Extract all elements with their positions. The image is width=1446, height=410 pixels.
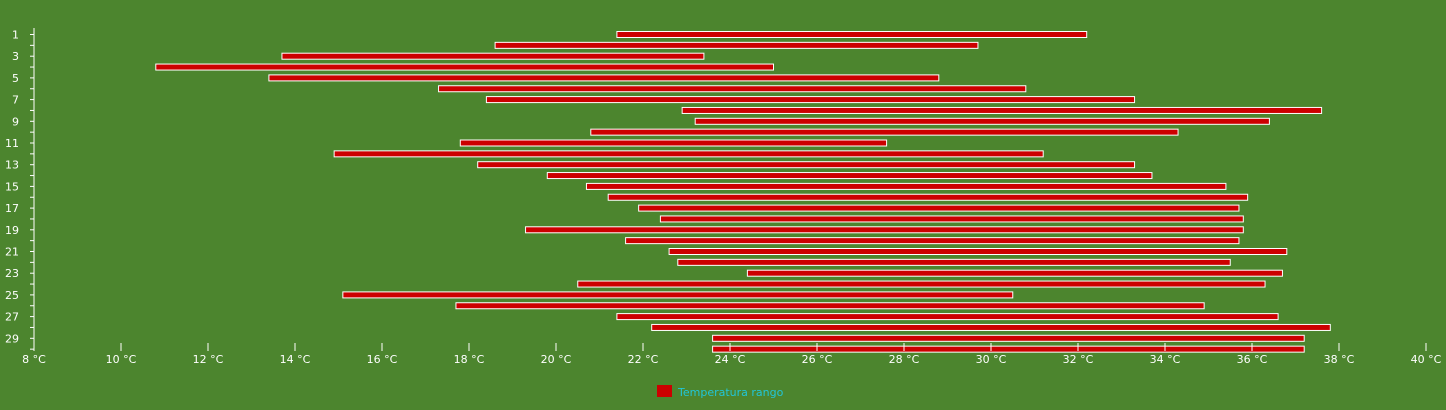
range-bar-12[interactable] bbox=[333, 150, 1044, 158]
x-tick-label: 10 °C bbox=[106, 353, 137, 366]
range-bar-7[interactable] bbox=[485, 96, 1136, 104]
y-tick-label: 25 bbox=[5, 289, 19, 302]
y-tick-label: 27 bbox=[5, 311, 19, 324]
x-tick-label: 26 °C bbox=[802, 353, 833, 366]
x-tick-label: 8 °C bbox=[22, 353, 46, 366]
range-bar-24[interactable] bbox=[577, 280, 1266, 288]
legend-label: Temperatura rango bbox=[677, 386, 784, 399]
legend-swatch bbox=[657, 385, 672, 397]
x-tick-label: 40 °C bbox=[1411, 353, 1442, 366]
x-tick-label: 14 °C bbox=[280, 353, 311, 366]
x-tick-label: 20 °C bbox=[541, 353, 572, 366]
range-bar-8[interactable] bbox=[681, 106, 1323, 114]
range-bar-26[interactable] bbox=[455, 302, 1205, 310]
x-tick-label: 18 °C bbox=[454, 353, 485, 366]
y-tick-label: 21 bbox=[5, 246, 19, 259]
range-bar-9[interactable] bbox=[694, 117, 1270, 125]
range-bar-29[interactable] bbox=[712, 334, 1305, 342]
range-bar-16[interactable] bbox=[607, 193, 1249, 201]
range-bar-3[interactable] bbox=[281, 52, 705, 60]
range-bar-25[interactable] bbox=[342, 291, 1014, 299]
range-bar-30[interactable] bbox=[712, 345, 1305, 353]
range-bar-6[interactable] bbox=[438, 85, 1027, 93]
range-bar-10[interactable] bbox=[590, 128, 1179, 136]
range-bar-1[interactable] bbox=[616, 31, 1088, 38]
y-tick-label: 7 bbox=[12, 94, 19, 107]
x-tick-label: 34 °C bbox=[1150, 353, 1181, 366]
range-bar-17[interactable] bbox=[638, 204, 1240, 212]
y-tick-label: 11 bbox=[5, 137, 19, 150]
y-tick-label: 15 bbox=[5, 180, 19, 193]
range-bar-11[interactable] bbox=[459, 139, 888, 147]
x-tick-label: 22 °C bbox=[628, 353, 659, 366]
y-tick-label: 1 bbox=[12, 29, 19, 42]
range-bar-21[interactable] bbox=[668, 248, 1288, 255]
x-tick-label: 16 °C bbox=[367, 353, 398, 366]
bars-layer bbox=[155, 31, 1331, 353]
range-bar-15[interactable] bbox=[585, 182, 1227, 190]
y-tick-label: 17 bbox=[5, 202, 19, 215]
range-bar-4[interactable] bbox=[155, 63, 775, 71]
y-tick-label: 5 bbox=[12, 72, 19, 85]
range-bar-13[interactable] bbox=[477, 161, 1136, 169]
y-tick-label: 23 bbox=[5, 267, 19, 280]
x-tick-label: 28 °C bbox=[889, 353, 920, 366]
range-bar-2[interactable] bbox=[494, 41, 979, 49]
x-tick-label: 30 °C bbox=[976, 353, 1007, 366]
x-tick-label: 38 °C bbox=[1324, 353, 1355, 366]
x-tick-label: 12 °C bbox=[193, 353, 224, 366]
range-bar-22[interactable] bbox=[677, 258, 1231, 266]
y-tick-label: 29 bbox=[5, 332, 19, 345]
range-bar-5[interactable] bbox=[268, 74, 940, 82]
x-tick-label: 36 °C bbox=[1237, 353, 1268, 366]
x-tick-label: 32 °C bbox=[1063, 353, 1094, 366]
range-bar-28[interactable] bbox=[651, 323, 1331, 331]
y-tick-label: 3 bbox=[12, 50, 19, 63]
range-bar-18[interactable] bbox=[659, 215, 1244, 223]
range-bar-20[interactable] bbox=[625, 237, 1240, 245]
legend[interactable]: Temperatura rango bbox=[657, 385, 784, 399]
y-tick-label: 13 bbox=[5, 159, 19, 172]
x-tick-label: 24 °C bbox=[715, 353, 746, 366]
range-bar-23[interactable] bbox=[746, 269, 1283, 277]
range-bar-14[interactable] bbox=[546, 172, 1153, 180]
range-bar-19[interactable] bbox=[525, 226, 1244, 234]
y-tick-label: 9 bbox=[12, 115, 19, 128]
range-bar-27[interactable] bbox=[616, 313, 1279, 321]
y-tick-label: 19 bbox=[5, 224, 19, 237]
